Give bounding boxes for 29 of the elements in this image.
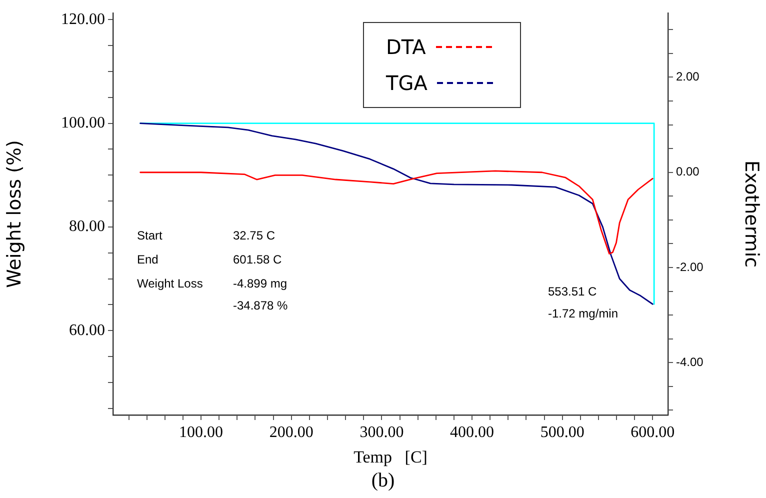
x-tick-label: 100.00 — [179, 424, 224, 441]
annotation: Weight Loss — [137, 276, 203, 290]
x-tick-label: 300.00 — [360, 424, 404, 441]
annotation: 32.75 C — [233, 228, 276, 242]
x-tick-label: 200.00 — [269, 424, 314, 441]
x-tick-label: 600.00 — [630, 424, 675, 441]
y-tick-label: 120.00 — [61, 10, 105, 28]
y2-tick-label: -2.00 — [676, 260, 704, 274]
y2-tick-label: -4.00 — [676, 354, 704, 369]
y2-axis-title: Exothermic — [740, 160, 763, 268]
y-axis-title: Weight loss (%) — [3, 140, 26, 288]
legend-label: TGA — [386, 71, 428, 95]
annotation: Start — [137, 228, 164, 242]
x-axis-title: Temp [C] — [354, 447, 428, 466]
x-tick-label: 500.00 — [540, 424, 584, 441]
y-tick-label: 60.00 — [69, 322, 105, 339]
y2-tick-label: 2.00 — [676, 70, 700, 84]
annotation: 601.58 C — [233, 252, 282, 266]
annotation: -4.899 mg — [233, 276, 288, 290]
annotation: 553.51 C — [548, 284, 598, 298]
y-tick-label: 100.00 — [61, 114, 105, 132]
annotation: -1.72 mg/min — [548, 306, 618, 320]
x-tick-label: 400.00 — [450, 424, 494, 441]
annotation: End — [137, 252, 158, 266]
text: (b) — [371, 469, 395, 492]
y2-tick-label: 0.00 — [676, 164, 700, 179]
y-tick-label: 80.00 — [69, 218, 105, 236]
annotation: -34.878 % — [233, 298, 288, 312]
legend-label: DTA — [386, 35, 426, 59]
